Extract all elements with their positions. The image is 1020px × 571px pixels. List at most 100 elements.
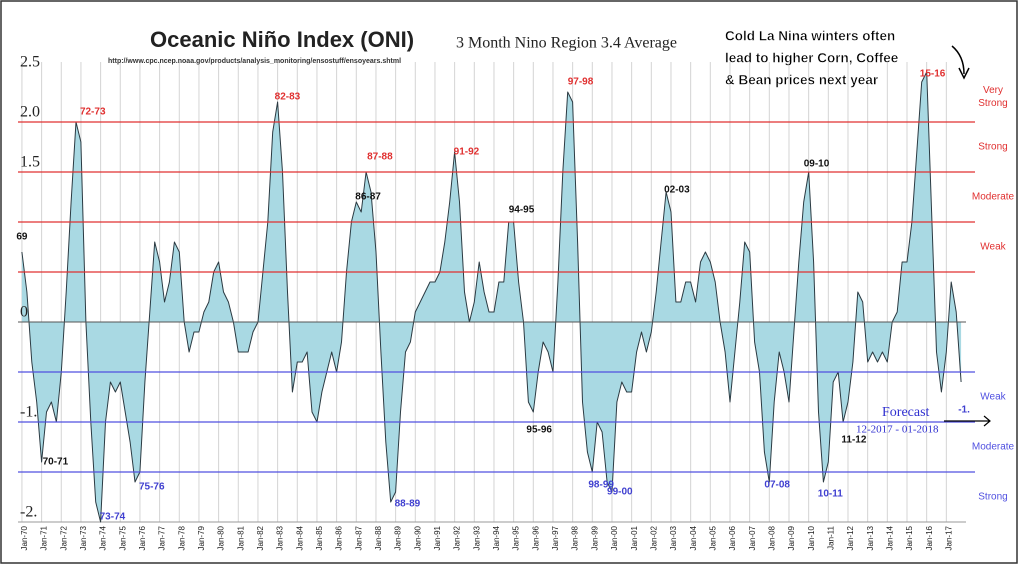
x-tick-label: Jan-94 [492,525,501,550]
x-tick-label: Jan-82 [256,525,265,550]
chart-subtitle: 3 Month Nino Region 3.4 Average [456,35,677,52]
x-tick-label: Jan-13 [866,525,875,550]
x-tick-label: Jan-96 [531,525,540,550]
chart-title: Oceanic Niño Index (ONI) [150,27,414,52]
note-line: & Bean prices next year [725,73,879,88]
x-tick-label: Jan-04 [689,525,698,550]
intensity-label: Strong [978,98,1007,109]
x-tick-label: Jan-16 [925,525,934,550]
x-tick-label: Jan-01 [630,525,639,550]
episode-label: 72-73 [80,107,106,118]
x-tick-label: Jan-00 [610,525,619,550]
x-tick-label: Jan-80 [217,525,226,550]
x-tick-label: Jan-87 [354,525,363,550]
episode-label: 73-74 [100,512,126,523]
x-tick-label: Jan-17 [944,525,953,550]
episode-label: 91-92 [454,147,480,158]
episode-label: 94-95 [509,205,535,216]
episode-label: 15-16 [920,69,946,80]
x-tick-label: Jan-99 [590,525,599,550]
note-line: lead to higher Corn, Coffee [725,51,899,66]
text-layer: 2.5 2.0 1.5 0 -1. -2. Very Strong Strong Moderate… [16,54,1014,523]
x-tick-label: Jan-90 [413,525,422,550]
forecast-label: Forecast [882,405,930,420]
episode-label: 10-11 [818,489,843,500]
x-tick-label: Jan-09 [787,525,796,550]
x-tick-label: Jan-78 [177,525,186,550]
note-arrow-head [958,67,970,80]
x-tick-label: Jan-83 [276,525,285,550]
x-tick-label: Jan-08 [767,525,776,550]
x-tick-label: Jan-91 [433,525,442,550]
y-tick-label: -1. [20,404,37,421]
x-tick-label: Jan-81 [236,525,245,550]
x-tick-label: Jan-07 [748,525,757,550]
intensity-label: Moderate [972,442,1015,453]
x-tick-label: Jan-95 [512,525,521,550]
x-tick-label: Jan-97 [551,525,560,550]
episode-label: 87-88 [367,152,393,163]
episode-label: 70-71 [43,457,69,468]
threshold-layer [18,121,975,473]
episode-label: 02-03 [664,185,690,196]
x-tick-label: Jan-10 [807,525,816,550]
episode-label: 75-76 [139,482,165,493]
x-tick-label: Jan-74 [99,525,108,550]
x-tick-label: Jan-14 [885,525,894,550]
source-url: http://www.cpc.ncep.noaa.gov/products/an… [108,58,401,65]
episode-label: 95-96 [526,425,552,436]
x-tick-label: Jan-98 [571,525,580,550]
x-tick-label: Jan-89 [394,525,403,550]
intensity-label: Very [983,85,1003,96]
oni-line [21,71,962,523]
y-tick-label: 1.5 [20,154,40,171]
x-tick-label: Jan-73 [79,525,88,550]
x-tick-label: Jan-84 [295,525,304,550]
episode-label: 99-00 [607,487,633,498]
episode-label: -1. [958,405,970,416]
x-tick-label: Jan-15 [905,525,914,550]
note-line: Cold La Nina winters often [725,29,895,44]
x-tick-label: Jan-88 [374,525,383,550]
episode-label: 86-87 [355,192,381,203]
intensity-label: Weak [980,242,1006,253]
x-tick-label: Jan-75 [118,525,127,550]
episode-label: 98-99 [588,480,614,491]
episode-label: 11-12 [841,435,866,446]
episode-label: 88-89 [395,499,421,510]
y-tick-label: 0 [20,304,28,321]
y-tick-label: 2.5 [20,54,40,71]
x-tick-label: Jan-85 [315,525,324,550]
x-tick-label: Jan-93 [472,525,481,550]
episode-label: 69 [16,232,28,243]
x-tick-label: Jan-70 [20,525,29,550]
x-tick-label: Jan-79 [197,525,206,550]
x-tick-label: Jan-06 [728,525,737,550]
episode-label: 07-08 [764,480,790,491]
grid-layer: Jan-70 Jan-71 Jan-72 Jan-73 Jan-74 Jan-75 Jan-… [18,62,966,550]
episode-label: 82-83 [275,92,301,103]
area-layer [18,71,966,523]
x-tick-label: Jan-92 [453,525,462,550]
forecast-arrow [944,415,991,427]
intensity-label: Moderate [972,192,1015,203]
x-tick-label: Jan-02 [649,525,658,550]
intensity-label: Weak [980,392,1006,403]
x-tick-label: Jan-76 [138,525,147,550]
y-tick-label: -2. [20,504,37,521]
note: Cold La Nina winters often lead to highe… [725,28,899,88]
x-tick-label: Jan-05 [708,525,717,550]
x-tick-label: Jan-71 [40,525,49,550]
episode-label: 09-10 [804,159,830,170]
intensity-label: Strong [978,142,1007,153]
forecast-period: 12-2017 - 01-2018 [856,424,939,436]
x-tick-label: Jan-03 [669,525,678,550]
intensity-label: Strong [978,492,1007,503]
x-tick-label: Jan-12 [846,525,855,550]
x-tick-label: Jan-72 [59,525,68,550]
x-tick-label: Jan-11 [826,525,835,549]
x-tick-label: Jan-86 [335,525,344,550]
note-arrow [951,45,965,75]
